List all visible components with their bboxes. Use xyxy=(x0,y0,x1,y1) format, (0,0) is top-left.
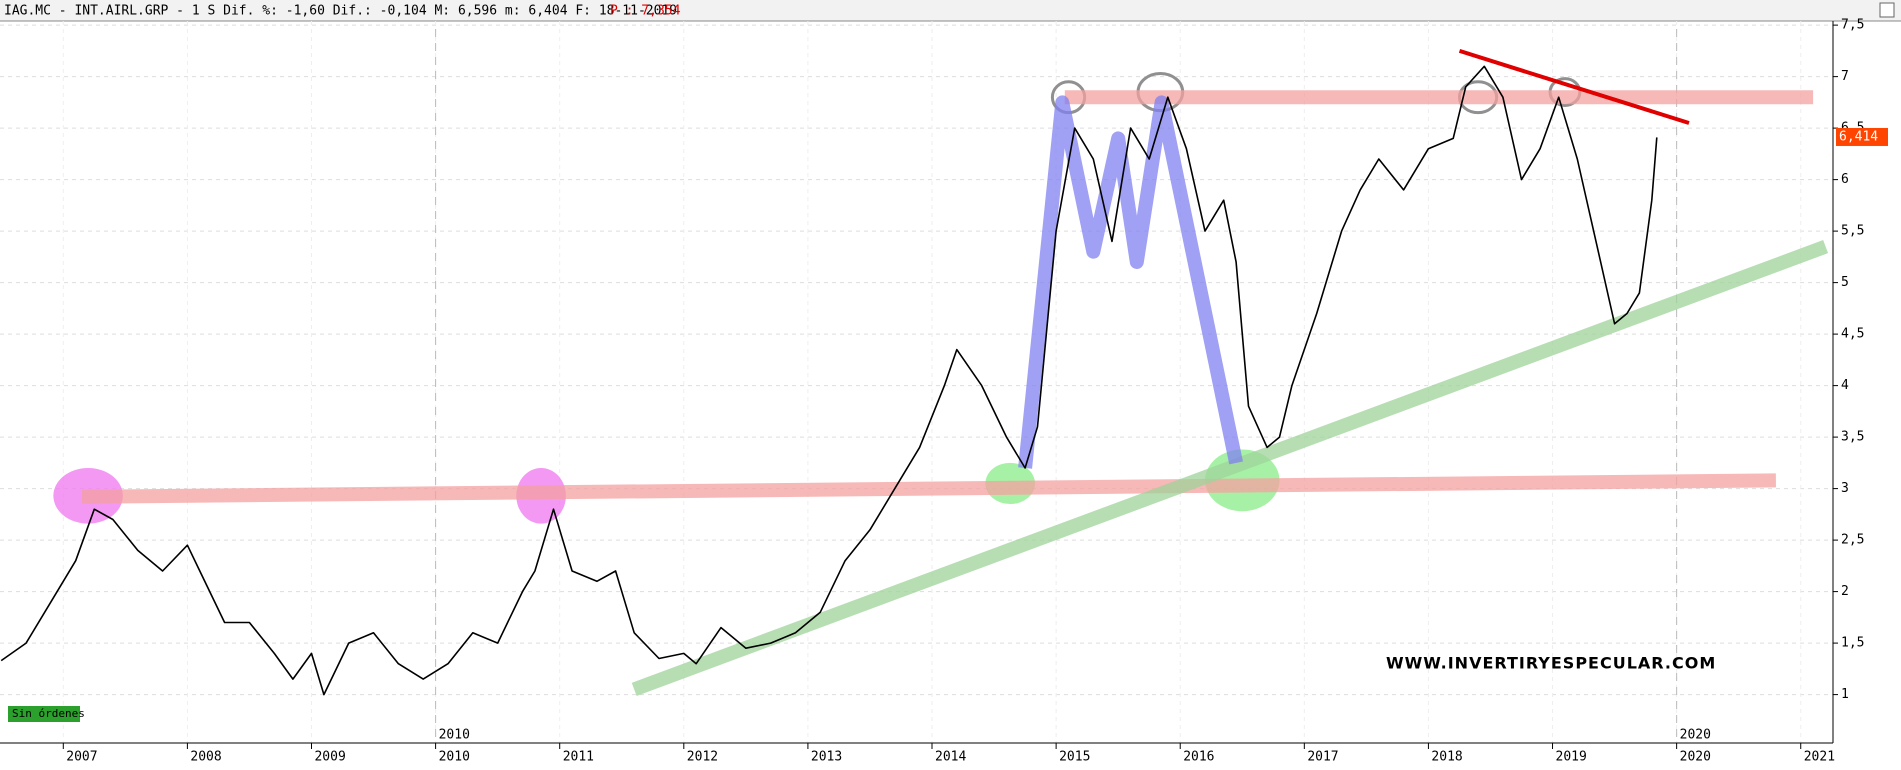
header-bar xyxy=(0,0,1901,21)
x-tick-label: 2010 xyxy=(439,750,470,765)
x-tick-label: 2012 xyxy=(687,750,718,765)
y-tick-label: 5 xyxy=(1841,275,1849,290)
x-tick-label: 2011 xyxy=(563,750,594,765)
x-tick-label: 2014 xyxy=(935,750,966,765)
x-tick-label: 2009 xyxy=(314,750,345,765)
watermark: WWW.INVERTIRYESPECULAR.COM xyxy=(1386,654,1716,673)
period-label: 2010 xyxy=(439,728,470,743)
x-tick-label: 2013 xyxy=(811,750,842,765)
period-label: 2020 xyxy=(1680,728,1711,743)
y-tick-label: 7 xyxy=(1841,69,1849,84)
chart-title: IAG.MC - INT.AIRL.GRP - 1 S Dif. %: -1,6… xyxy=(4,4,677,19)
y-tick-label: 4,5 xyxy=(1841,327,1864,342)
y-tick-label: 5,5 xyxy=(1841,224,1864,239)
trendline xyxy=(1018,95,1243,469)
last-price-tag xyxy=(1836,127,1888,146)
x-tick-label: 2017 xyxy=(1307,750,1338,765)
y-tick-label: 3 xyxy=(1841,481,1849,496)
trendline xyxy=(1458,48,1690,125)
y-tick-label: 3,5 xyxy=(1841,430,1864,445)
last-price-label: 6,414 xyxy=(1839,129,1878,144)
x-tick-label: 2021 xyxy=(1804,750,1835,765)
window-button[interactable] xyxy=(1879,2,1895,18)
trendline xyxy=(81,473,1776,504)
x-tick-label: 2018 xyxy=(1431,750,1462,765)
x-tick-label: 2020 xyxy=(1680,750,1711,765)
x-tick-label: 2008 xyxy=(190,750,221,765)
y-tick-label: 6 xyxy=(1841,172,1849,187)
y-tick-label: 1 xyxy=(1841,687,1849,702)
y-tick-label: 4 xyxy=(1841,378,1849,393)
y-tick-label: 7,5 xyxy=(1841,18,1864,33)
y-tick-label: 2 xyxy=(1841,584,1849,599)
plot-area xyxy=(0,21,1833,743)
trendline xyxy=(631,240,1829,696)
status: Sin órdenes xyxy=(12,707,85,720)
x-tick-label: 2015 xyxy=(1059,750,1090,765)
status-box xyxy=(8,706,80,722)
y-tick-label: 1,5 xyxy=(1841,636,1864,651)
price-line xyxy=(0,65,1658,696)
x-tick-label: 2019 xyxy=(1556,750,1587,765)
x-tick-label: 2007 xyxy=(66,750,97,765)
quote: P : 7,354 xyxy=(610,4,681,19)
y-tick-label: 2,5 xyxy=(1841,533,1864,548)
x-tick-label: 2016 xyxy=(1183,750,1214,765)
